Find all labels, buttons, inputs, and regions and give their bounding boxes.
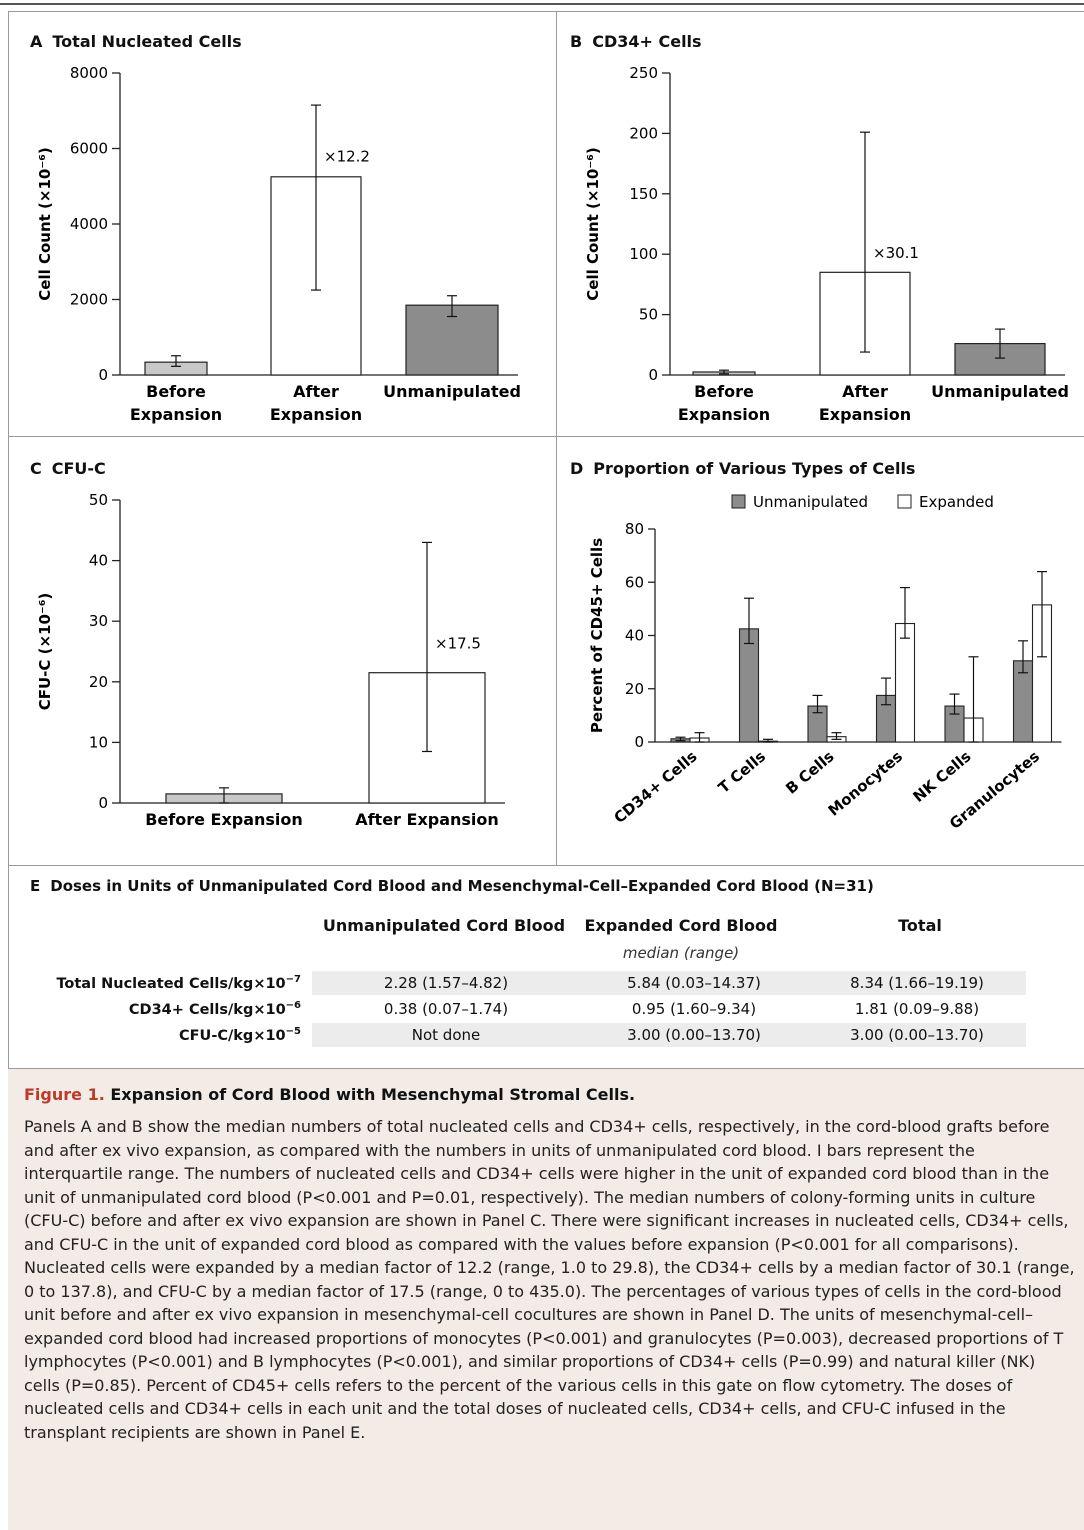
panel-c-fold-annotation: ×17.5 bbox=[435, 634, 481, 652]
panel-a-category-label: Unmanipulated bbox=[383, 382, 521, 401]
panel-c-y-tick-label: 0 bbox=[98, 794, 108, 812]
panel-a-y-tick-label: 2000 bbox=[70, 291, 108, 309]
panel-b-category-label: After bbox=[842, 382, 888, 401]
cell-cd34-unmanipulated: 0.38 (0.07–1.74) bbox=[383, 1000, 509, 1018]
panel-d-y-tick-label: 60 bbox=[625, 573, 644, 591]
cell-tnc-expanded: 5.84 (0.03–14.37) bbox=[580, 971, 808, 995]
panel-b-category-label: Before bbox=[694, 382, 754, 401]
cell-cd34-total: 1.81 (0.09–9.88) bbox=[854, 1000, 980, 1018]
panel-a-y-tick-label: 0 bbox=[98, 366, 108, 384]
panel-e-title: E Doses in Units of Unmanipulated Cord Bl… bbox=[30, 877, 874, 895]
panel-a-category-label: Before bbox=[146, 382, 206, 401]
cell-cd34-expanded: 0.95 (1.60–9.34) bbox=[631, 1000, 757, 1018]
col-header-unmanipulated: Unmanipulated Cord Blood bbox=[322, 916, 566, 935]
panel-a-category-label: After bbox=[293, 382, 339, 401]
panel-a-y-tick-label: 8000 bbox=[70, 64, 108, 82]
row-divider-3 bbox=[8, 1068, 1084, 1069]
panel-c-y-tick-label: 30 bbox=[89, 612, 108, 630]
panel-b-title: B CD34+ Cells bbox=[570, 32, 702, 51]
caption-box bbox=[8, 1069, 1084, 1530]
cell-tnc-unmanipulated: 2.28 (1.57–4.82) bbox=[312, 971, 580, 995]
col-subheader: median (range) bbox=[622, 944, 740, 962]
row-label-cd34: CD34+ Cells/kg×10−6 bbox=[128, 1000, 301, 1018]
panel-b-y-tick-label: 250 bbox=[629, 64, 658, 82]
panel-a-category-label: Expansion bbox=[270, 405, 362, 424]
panel-c-category-label: After Expansion bbox=[355, 810, 499, 829]
panel-b-category-label: Expansion bbox=[819, 405, 911, 424]
col-header-expanded: Expanded Cord Blood bbox=[584, 916, 778, 935]
panel-b-y-tick-label: 150 bbox=[629, 185, 658, 203]
panel-c-y-tick-label: 50 bbox=[89, 491, 108, 509]
panel-b-category-label: Expansion bbox=[678, 405, 770, 424]
panel-d-y-axis-label: Percent of CD45+ Cells bbox=[588, 538, 606, 733]
panel-d-category-label: T Cells bbox=[715, 747, 769, 797]
panel-a-title: A Total Nucleated Cells bbox=[30, 32, 242, 51]
panel-d-legend-swatch-expanded bbox=[897, 494, 912, 509]
caption-body: Panels A and B show the median numbers o… bbox=[24, 1117, 1075, 1442]
panel-d-bar-unmanipulated bbox=[738, 628, 760, 743]
panel-c-title: C CFU-C bbox=[30, 459, 106, 478]
cell-cfuc-unmanipulated: Not done bbox=[312, 1023, 580, 1047]
panel-d-bar-expanded bbox=[894, 622, 916, 743]
cell-tnc-total: 8.34 (1.66–19.19) bbox=[808, 971, 1026, 995]
panel-d-category-label: B Cells bbox=[782, 747, 837, 798]
row-label-cfuc: CFU-C/kg×10−5 bbox=[179, 1026, 301, 1044]
panel-b-y-tick-label: 100 bbox=[629, 245, 658, 263]
panel-b-y-axis-label: Cell Count (×10⁻⁶) bbox=[584, 147, 602, 300]
panel-c-y-axis-label: CFU-C (×10⁻⁶) bbox=[36, 593, 54, 711]
panel-b-y-tick-label: 0 bbox=[648, 366, 658, 384]
panel-a-y-axis-label: Cell Count (×10⁻⁶) bbox=[36, 147, 54, 300]
panel-d-y-tick-label: 40 bbox=[625, 627, 644, 645]
panel-c-y-tick-label: 40 bbox=[89, 552, 108, 570]
panel-b-fold-annotation: ×30.1 bbox=[873, 244, 919, 262]
panel-d-y-tick-label: 0 bbox=[634, 733, 644, 751]
panel-c-y-tick-label: 10 bbox=[89, 733, 108, 751]
panel-d-legend-swatch-unmanipulated bbox=[731, 494, 746, 509]
row-divider-2 bbox=[8, 865, 1084, 866]
panel-d-legend-label-expanded: Expanded bbox=[919, 493, 994, 511]
caption-title: Figure 1. Expansion of Cord Blood with M… bbox=[24, 1085, 636, 1104]
panel-a-fold-annotation: ×12.2 bbox=[324, 148, 370, 166]
panel-d-category-label: Monocytes bbox=[825, 747, 906, 819]
panel-d-y-tick-label: 20 bbox=[625, 680, 644, 698]
col-header-total: Total bbox=[898, 916, 942, 935]
cell-cfuc-total: 3.00 (0.00–13.70) bbox=[808, 1023, 1026, 1047]
cell-cfuc-expanded: 3.00 (0.00–13.70) bbox=[580, 1023, 808, 1047]
top-rule bbox=[0, 3, 1084, 5]
panel-a-y-tick-label: 4000 bbox=[70, 215, 108, 233]
row-label-tnc: Total Nucleated Cells/kg×10−7 bbox=[56, 974, 301, 992]
panel-d-y-tick-label: 80 bbox=[625, 520, 644, 538]
panel-c-y-tick-label: 20 bbox=[89, 673, 108, 691]
panel-b-y-tick-label: 200 bbox=[629, 124, 658, 142]
row-divider-1 bbox=[8, 436, 1084, 437]
panel-a-y-tick-label: 6000 bbox=[70, 140, 108, 158]
panel-d-legend-label-unmanipulated: Unmanipulated bbox=[753, 493, 868, 511]
panel-d-category-label: NK Cells bbox=[910, 747, 975, 806]
panel-a-category-label: Expansion bbox=[130, 405, 222, 424]
panel-c-category-label: Before Expansion bbox=[145, 810, 303, 829]
panel-b-y-tick-label: 50 bbox=[639, 306, 658, 324]
vertical-divider bbox=[556, 11, 557, 865]
panel-b-category-label: Unmanipulated bbox=[931, 382, 1069, 401]
panel-d-title: D Proportion of Various Types of Cells bbox=[570, 459, 916, 478]
panel-d-category-label: CD34+ Cells bbox=[610, 747, 700, 827]
